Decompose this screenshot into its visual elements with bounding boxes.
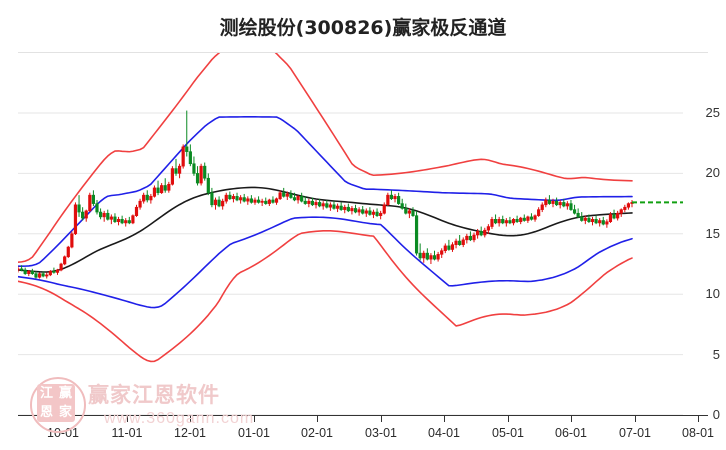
y-axis-tick-label: 25 xyxy=(705,105,720,120)
x-axis-tick xyxy=(508,416,509,422)
x-axis-tick-label: 11-01 xyxy=(111,426,143,440)
x-axis-tick-label: 12-01 xyxy=(174,426,206,440)
x-axis-tick xyxy=(444,416,445,422)
x-axis-tick xyxy=(635,416,636,422)
gridlines xyxy=(18,112,683,415)
watermark-brand: 赢家江恩软件 xyxy=(88,383,220,407)
seal-char: 家 xyxy=(58,405,72,420)
x-axis-tick-label: 03-01 xyxy=(365,426,397,440)
y-axis-tick-label: 10 xyxy=(705,286,720,302)
x-axis-tick-label: 08-01 xyxy=(682,426,714,440)
x-axis-line xyxy=(18,415,708,416)
upper-band-line xyxy=(18,53,633,263)
x-axis-tick-label: 07-01 xyxy=(619,426,651,440)
x-axis-tick xyxy=(190,416,191,422)
chart-canvas xyxy=(18,53,683,415)
page-title: 测绘股份(300826)赢家极反通道 xyxy=(219,17,507,39)
x-axis-tick xyxy=(317,416,318,422)
y-axis-labels: 25 20 15 10 5 0 xyxy=(686,53,726,421)
seal-characters: 江赢恩家 xyxy=(37,384,75,422)
x-axis-tick xyxy=(127,416,128,422)
seal-ring xyxy=(30,377,86,433)
x-axis-tick-label: 04-01 xyxy=(428,426,460,440)
x-axis-tick xyxy=(698,416,699,422)
plot-area xyxy=(18,53,683,415)
x-axis-tick xyxy=(254,416,255,422)
lower-band-line xyxy=(18,230,633,363)
x-axis-tick xyxy=(571,416,572,422)
seal-char: 江 xyxy=(39,386,53,401)
x-axis-tick-label: 06-01 xyxy=(555,426,587,440)
seal-char: 恩 xyxy=(39,405,53,420)
y-axis-tick-label: 15 xyxy=(705,225,720,241)
y-axis-tick-label: 5 xyxy=(712,346,720,362)
mid-upper-band-line xyxy=(18,116,633,268)
x-axis-tick-label: 01-01 xyxy=(238,426,270,440)
y-axis-tick-label: 20 xyxy=(705,165,720,181)
mid-lower-band-line xyxy=(18,216,633,309)
x-axis-tick-label: 05-01 xyxy=(492,426,524,440)
watermark-url: www.360gann.com xyxy=(104,410,255,427)
header-divider xyxy=(18,52,708,53)
y-axis-tick-label: 0 xyxy=(712,407,720,422)
x-axis-tick-label: 02-01 xyxy=(301,426,333,440)
x-axis-tick xyxy=(381,416,382,422)
candlestick-series xyxy=(18,110,634,279)
middle-line xyxy=(18,186,633,273)
watermark-seal-icon: 江赢恩家 xyxy=(30,377,86,433)
seal-char: 赢 xyxy=(58,386,72,401)
